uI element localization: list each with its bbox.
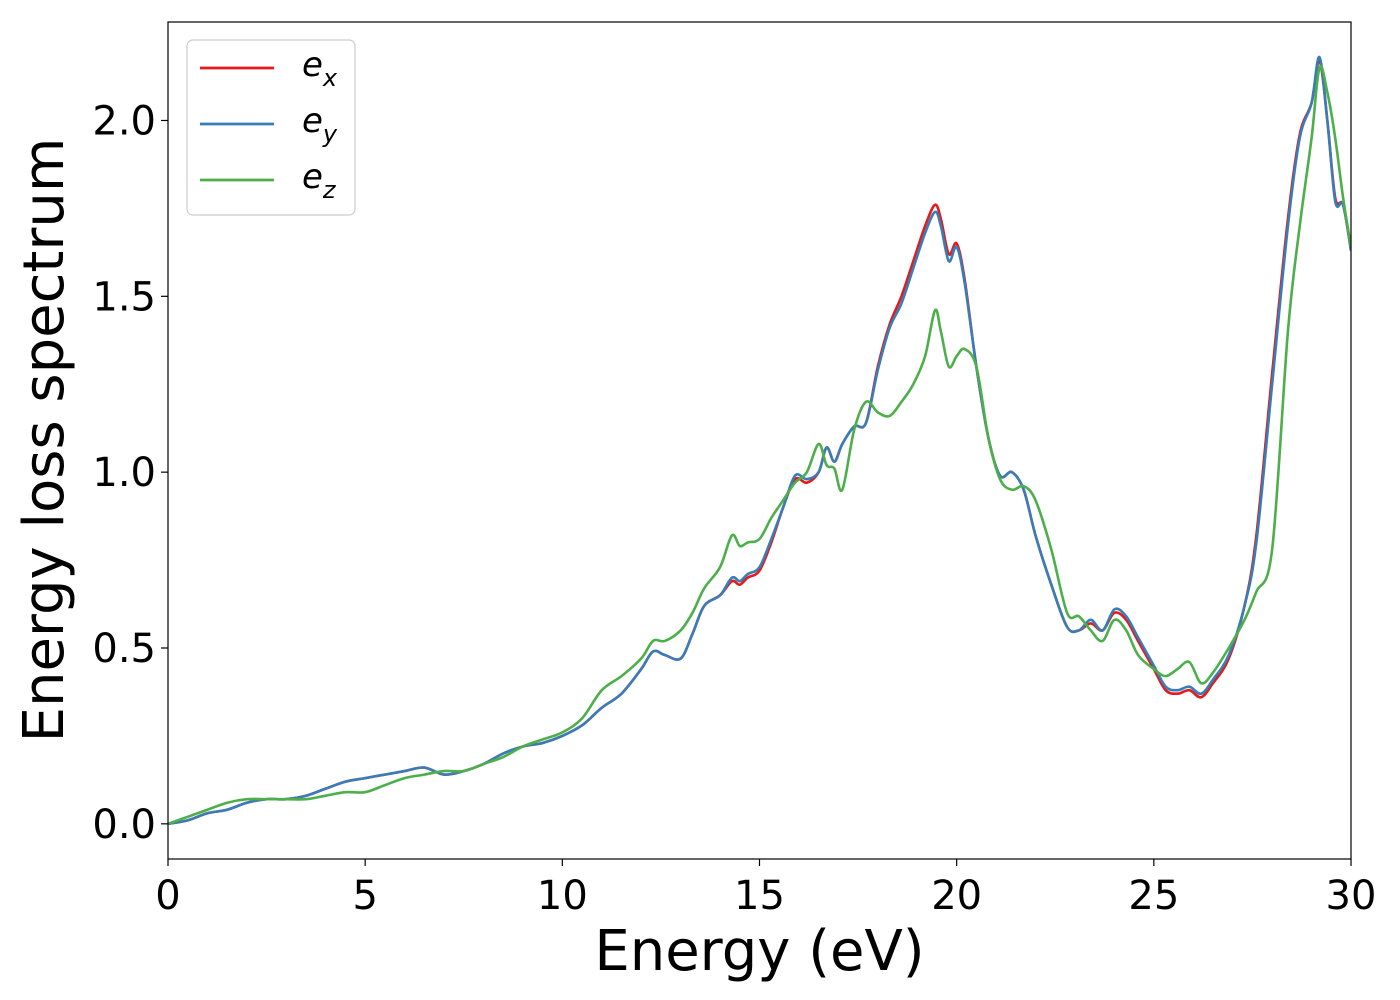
legend: ex ey ez [186,39,356,216]
x-axis: 0 5 10 15 20 25 30 [155,859,1376,919]
legend-box [186,39,356,216]
y-tick-label: 0.0 [92,802,156,848]
series-line-z [168,64,1351,826]
x-tick-label: 5 [352,873,377,919]
legend-label-y: ey [302,101,338,148]
x-tick-label: 15 [734,873,785,919]
legend-label-z: ez [302,157,337,204]
y-axis: 0.0 0.5 1.0 1.5 2.0 [92,98,168,848]
x-tick-label: 0 [155,873,180,919]
series-line-y [168,55,1351,826]
x-axis-title: Energy (eV) [594,919,924,984]
y-tick-label: 1.0 [92,450,156,496]
y-tick-label: 0.5 [92,626,156,672]
x-tick-label: 25 [1128,873,1179,919]
y-axis-title: Energy loss spectrum [12,138,77,743]
y-tick-label: 1.5 [92,274,156,320]
legend-label-x: ex [302,45,338,92]
y-tick-label: 2.0 [92,98,156,144]
x-tick-label: 20 [931,873,982,919]
x-tick-label: 30 [1326,873,1377,919]
x-tick-label: 10 [537,873,588,919]
series-layer [168,55,1351,826]
